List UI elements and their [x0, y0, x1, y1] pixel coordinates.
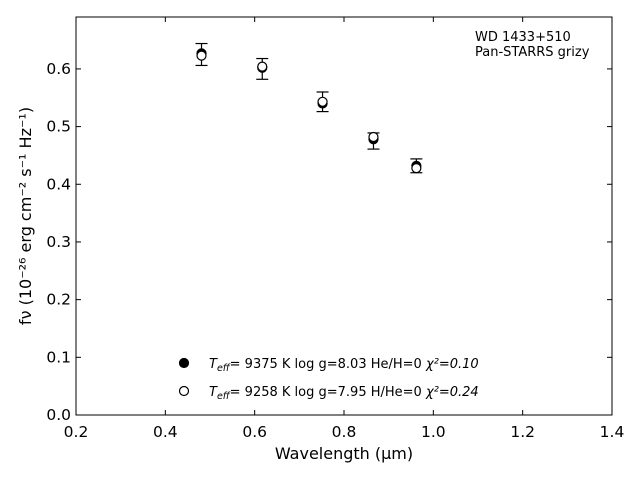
legend-marker-1 — [178, 385, 190, 397]
axes — [75, 16, 613, 416]
legend-marker-0 — [178, 357, 190, 369]
annotation-line-1: Pan-STARRS grizy — [475, 45, 590, 60]
open-point-4 — [411, 163, 422, 174]
y-tick-label-0: 0.0 — [46, 406, 71, 424]
x-tick-label-6: 1.4 — [600, 423, 625, 441]
x-tick-label-3: 0.8 — [332, 423, 357, 441]
y-axis-label: fν (10⁻²⁶ erg cm⁻² s⁻¹ Hz⁻¹) — [16, 107, 35, 325]
open-point-3 — [368, 131, 379, 143]
x-axis-label: Wavelength (μm) — [275, 444, 413, 463]
error-bars — [195, 42, 423, 174]
y-tick-label-5: 0.5 — [46, 118, 71, 136]
open-point-1 — [257, 61, 268, 72]
open-point-0 — [196, 50, 207, 61]
ticks: 0.2 0.4 0.6 0.8 1.0 1.2 1.4 0.0 0.1 0.2 0.3 0.4 0.5 0… — [46, 17, 624, 441]
data-points — [196, 48, 422, 174]
legend-label-1: Teff= 9258 K log g=7.95 H/He=0 χ²=0.24 — [209, 385, 479, 402]
y-tick-label-4: 0.4 — [46, 175, 71, 193]
x-tick-label-5: 1.2 — [510, 423, 535, 441]
plot-frame — [75, 16, 613, 416]
y-tick-label-6: 0.6 — [46, 60, 71, 78]
x-tick-label-4: 1.0 — [421, 423, 446, 441]
open-point-2 — [317, 96, 328, 107]
y-tick-label-3: 0.3 — [46, 233, 71, 251]
legend: Teff= 9375 K log g=8.03 He/H=0 χ²=0.10 Te… — [178, 357, 479, 402]
legend-label-0: Teff= 9375 K log g=8.03 He/H=0 χ²=0.10 — [209, 357, 479, 374]
x-tick-label-1: 0.4 — [153, 423, 178, 441]
annotation-line-0: WD 1433+510 — [475, 30, 571, 45]
x-tick-label-2: 0.6 — [242, 423, 267, 441]
x-tick-label-0: 0.2 — [64, 423, 89, 441]
y-tick-label-2: 0.2 — [46, 291, 71, 309]
y-tick-label-1: 0.1 — [46, 348, 71, 366]
